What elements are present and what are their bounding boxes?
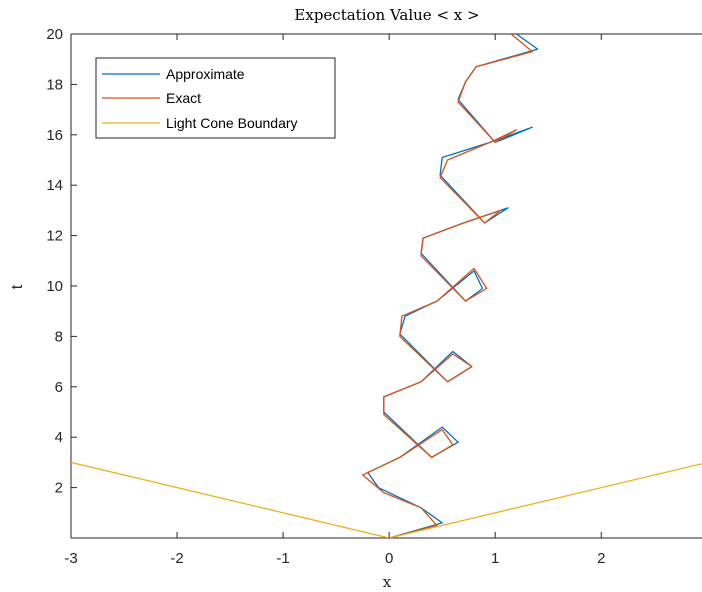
chart-title: Expectation Value < x > bbox=[294, 6, 479, 24]
x-axis-label: x bbox=[383, 573, 392, 591]
legend-label-approximate: Approximate bbox=[166, 66, 245, 82]
legend-label-light-cone: Light Cone Boundary bbox=[166, 115, 298, 131]
legend: Approximate Exact Light Cone Boundary bbox=[95, 57, 336, 139]
y-tick-label: 2 bbox=[55, 480, 63, 497]
x-tick-label: 0 bbox=[385, 550, 393, 567]
x-tick-label: -3 bbox=[64, 550, 77, 567]
series-light-cone-line bbox=[71, 461, 702, 538]
series-exact-line bbox=[361, 34, 533, 538]
series-lines bbox=[71, 34, 702, 538]
x-tick-label: -2 bbox=[170, 550, 183, 567]
legend-label-exact: Exact bbox=[166, 90, 201, 106]
x-tick-label: 2 bbox=[597, 550, 605, 567]
y-tick-label: 14 bbox=[46, 177, 63, 194]
y-tick-label: 8 bbox=[55, 328, 63, 345]
series-approximate-line bbox=[367, 34, 539, 538]
y-tick-label: 18 bbox=[46, 76, 63, 93]
y-tick-label: 10 bbox=[46, 278, 63, 295]
x-tick-label: 1 bbox=[491, 550, 499, 567]
y-tick-label: 6 bbox=[55, 379, 63, 396]
y-axis-label: t bbox=[9, 284, 26, 289]
y-tick-label: 20 bbox=[46, 26, 63, 43]
y-tick-label: 4 bbox=[55, 429, 63, 446]
x-tick-label: -1 bbox=[276, 550, 289, 567]
y-tick-label: 16 bbox=[46, 127, 63, 144]
y-tick-label: 12 bbox=[46, 228, 63, 245]
